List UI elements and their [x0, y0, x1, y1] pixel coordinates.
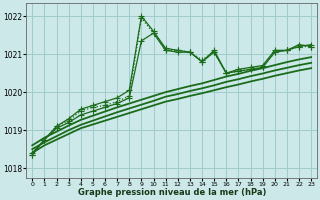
- X-axis label: Graphe pression niveau de la mer (hPa): Graphe pression niveau de la mer (hPa): [77, 188, 266, 197]
